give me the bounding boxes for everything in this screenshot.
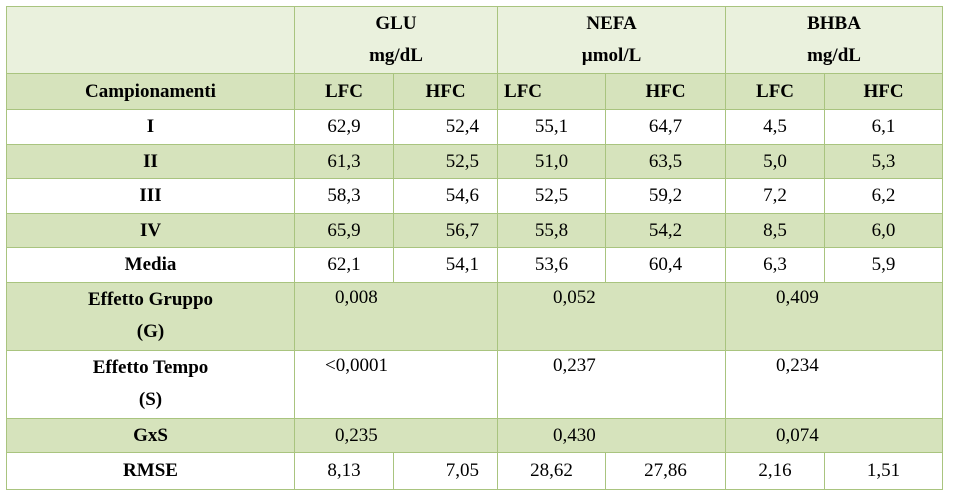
table-cell: 5,0 [725,143,826,180]
table-cell: 52,5 [392,143,499,180]
table-cell: 55,8 [497,212,607,249]
col-header: LFC [725,72,826,111]
effect-value: 0,074 [725,417,944,454]
effect-value: 0,237 [497,349,727,419]
group-header-bhba: BHBA mg/dL [725,6,944,74]
table-cell: 61,3 [294,143,394,180]
table-cell: 7,2 [725,178,826,214]
table-cell: 64,7 [605,109,727,145]
table-cell: 2,16 [725,452,826,490]
table-cell: 6,1 [824,109,944,145]
table-cell: 63,5 [605,143,727,180]
row-label: II [6,143,295,180]
table-cell: 52,5 [497,178,607,214]
effect-row-tempo: Effetto Tempo (S) <0,0001 0,237 0,234 [6,349,944,419]
row-label: RMSE [6,452,295,490]
effect-value: 0,409 [725,281,944,351]
table-cell: 65,9 [294,212,394,249]
row-label: Media [6,247,295,283]
table-cell: 56,7 [392,212,499,249]
table-cell: 62,1 [294,247,394,283]
table-cell: 5,3 [824,143,944,180]
row-label: I [6,109,295,145]
table-cell: 62,9 [294,109,394,145]
effect-row-gruppo: Effetto Gruppo (G) 0,008 0,052 0,409 [6,281,944,351]
table-row: I 62,9 52,4 55,1 64,7 4,5 6,1 [6,109,944,145]
col-header: HFC [392,72,499,111]
table-cell: 51,0 [497,143,607,180]
table-cell: 8,13 [294,452,394,490]
table-row: IV 65,9 56,7 55,8 54,2 8,5 6,0 [6,212,944,249]
table-cell: 6,0 [824,212,944,249]
col-header: HFC [824,72,944,111]
effect-label: Effetto Gruppo (G) [6,281,295,351]
effect-label: Effetto Tempo (S) [6,349,295,419]
table-cell: 53,6 [497,247,607,283]
effect-value: 0,430 [497,417,727,454]
col-header: LFC [294,72,394,111]
row-label: IV [6,212,295,249]
subheader-row: Campionamenti LFC HFC LFC HFC LFC HFC [6,72,944,111]
rmse-row: RMSE 8,13 7,05 28,62 27,86 2,16 1,51 [6,452,944,490]
table-cell: 54,6 [392,178,499,214]
empty-header-cell [6,6,295,74]
campionamenti-header: Campionamenti [6,72,295,111]
table-cell: 58,3 [294,178,394,214]
table-cell: 7,05 [392,452,499,490]
effect-value: 0,235 [293,417,499,454]
effect-value: 0,052 [497,281,727,351]
group-header-glu: GLU mg/dL [293,6,499,74]
table-row: Media 62,1 54,1 53,6 60,4 6,3 5,9 [6,247,944,283]
table-cell: 27,86 [605,452,727,490]
table-cell: 4,5 [725,109,826,145]
table-row: III 58,3 54,6 52,5 59,2 7,2 6,2 [6,178,944,214]
table-cell: 54,2 [605,212,727,249]
effect-value: 0,234 [725,349,944,419]
group-header-nefa: NEFA µmol/L [497,6,727,74]
table-cell: 59,2 [605,178,727,214]
row-label: GxS [6,417,295,454]
results-table: GLU mg/dL NEFA µmol/L BHBA mg/dL Campion… [6,6,944,490]
table-cell: 6,2 [824,178,944,214]
table-cell: 60,4 [605,247,727,283]
table-cell: 1,51 [824,452,944,490]
col-header: LFC [497,72,607,111]
table-cell: 8,5 [725,212,826,249]
table-cell: 54,1 [392,247,499,283]
table-cell: 5,9 [824,247,944,283]
table-cell: 52,4 [392,109,499,145]
table-cell: 55,1 [497,109,607,145]
effect-value: 0,008 [293,281,499,351]
col-header: HFC [605,72,727,111]
group-header-row: GLU mg/dL NEFA µmol/L BHBA mg/dL [6,6,944,74]
row-label: III [6,178,295,214]
table-cell: 28,62 [497,452,607,490]
table-cell: 6,3 [725,247,826,283]
effect-value: <0,0001 [293,349,499,419]
table-row: II 61,3 52,5 51,0 63,5 5,0 5,3 [6,143,944,180]
gxs-row: GxS 0,235 0,430 0,074 [6,417,944,454]
